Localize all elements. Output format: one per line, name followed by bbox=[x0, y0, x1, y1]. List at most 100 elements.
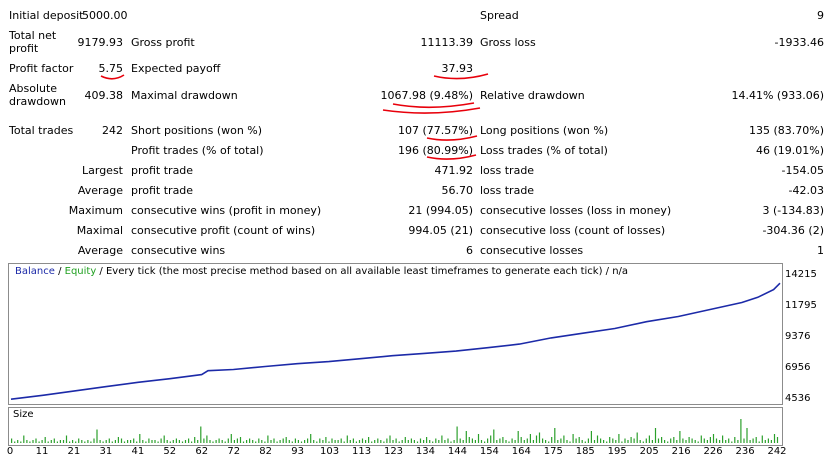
size-bar bbox=[368, 437, 370, 443]
size-bar bbox=[615, 440, 617, 443]
x-tick-label: 21 bbox=[67, 446, 81, 457]
size-bar bbox=[316, 441, 318, 443]
average-consecutive-label: Average bbox=[77, 244, 123, 257]
x-tick-label: 226 bbox=[703, 446, 723, 457]
size-bar bbox=[291, 441, 293, 443]
size-bar bbox=[337, 440, 339, 443]
size-bar bbox=[117, 437, 119, 443]
size-bar bbox=[474, 440, 476, 443]
expected-payoff-value: 37.93 bbox=[441, 62, 474, 75]
size-bar bbox=[752, 438, 754, 443]
size-bar bbox=[358, 440, 361, 443]
size-bar bbox=[734, 437, 736, 443]
size-bar bbox=[300, 441, 303, 443]
avg-cons-wins-value: 6 bbox=[466, 244, 473, 257]
size-bar bbox=[709, 437, 711, 443]
largest-loss-value: -154.05 bbox=[781, 164, 824, 177]
size-bar bbox=[673, 437, 675, 443]
size-bar bbox=[688, 437, 690, 443]
size-bar bbox=[740, 419, 742, 443]
size-bar bbox=[728, 438, 730, 443]
size-bar bbox=[285, 437, 287, 443]
size-bar bbox=[93, 438, 95, 443]
size-bar bbox=[581, 440, 583, 443]
size-bar bbox=[181, 441, 184, 443]
size-bar bbox=[169, 441, 171, 443]
y-tick-label: 9376 bbox=[785, 331, 811, 342]
size-bar bbox=[471, 438, 473, 443]
size-bar bbox=[17, 440, 19, 443]
profit-trades-label: Profit trades (% of total) bbox=[131, 144, 264, 157]
size-bar bbox=[743, 438, 745, 443]
size-bar bbox=[404, 437, 406, 443]
size-bar bbox=[172, 440, 174, 443]
avg-cons-losses-label: consecutive losses bbox=[480, 244, 584, 257]
maximal-cons-loss-value: -304.36 (2) bbox=[762, 224, 824, 237]
size-bar bbox=[239, 437, 242, 443]
size-bar bbox=[450, 441, 452, 443]
x-axis: 0 11 21 31 41 52 62 72 82 93 103 113 123 134 144 154 164… bbox=[0, 446, 835, 462]
size-bar bbox=[767, 438, 769, 443]
size-bar bbox=[252, 440, 254, 443]
short-positions-label: Short positions (won %) bbox=[131, 124, 263, 137]
size-bar bbox=[694, 440, 696, 443]
size-bar bbox=[423, 440, 425, 443]
x-tick-label: 103 bbox=[320, 446, 340, 457]
size-bar bbox=[87, 440, 89, 443]
size-bar bbox=[188, 438, 190, 443]
size-bar bbox=[416, 441, 419, 443]
size-bar bbox=[508, 441, 510, 443]
avg-cons-losses-value: 1 bbox=[817, 244, 824, 257]
average-loss-label: loss trade bbox=[480, 184, 535, 197]
size-bar bbox=[499, 438, 501, 443]
size-bar bbox=[194, 437, 196, 443]
size-bar bbox=[261, 440, 263, 443]
size-bar bbox=[157, 441, 159, 443]
size-bar bbox=[151, 440, 153, 443]
long-positions-label: Long positions (won %) bbox=[480, 124, 609, 137]
total-net-profit-label: Total net profit bbox=[9, 29, 57, 55]
size-bar bbox=[307, 438, 309, 443]
size-bar bbox=[139, 434, 141, 443]
size-bar bbox=[294, 438, 296, 443]
size-bar bbox=[75, 441, 77, 443]
size-bar bbox=[432, 441, 434, 443]
size-bar bbox=[191, 441, 193, 443]
size-bar bbox=[572, 434, 574, 443]
x-tick-label: 11 bbox=[35, 446, 49, 457]
size-bar bbox=[719, 440, 721, 443]
underline-maximal-drawdown-2 bbox=[382, 107, 481, 114]
size-bar bbox=[340, 438, 342, 443]
average-profit-label: profit trade bbox=[131, 184, 194, 197]
size-bar bbox=[72, 440, 74, 443]
max-cons-wins-value: 21 (994.05) bbox=[408, 204, 473, 217]
x-tick-label: 82 bbox=[259, 446, 273, 457]
size-bar bbox=[538, 432, 541, 443]
size-bar bbox=[279, 440, 281, 443]
size-bar bbox=[542, 438, 544, 443]
size-bar bbox=[349, 440, 351, 443]
size-bar bbox=[374, 440, 376, 443]
size-bar bbox=[447, 438, 449, 443]
x-tick-label: 164 bbox=[511, 446, 531, 457]
absolute-drawdown-value: 409.38 bbox=[84, 89, 124, 102]
size-bar bbox=[484, 441, 486, 443]
x-tick-label: 93 bbox=[291, 446, 304, 457]
size-bar bbox=[520, 437, 522, 443]
size-bar bbox=[664, 440, 666, 443]
size-bar bbox=[206, 435, 208, 443]
size-bar bbox=[535, 435, 538, 443]
size-bar bbox=[227, 438, 229, 443]
size-bar bbox=[389, 435, 391, 443]
profit-trades-value: 196 (80.99%) bbox=[397, 144, 473, 157]
size-bar bbox=[703, 438, 705, 443]
maximal-cons-profit-label: consecutive profit (count of wins) bbox=[131, 224, 316, 237]
size-bar bbox=[319, 438, 321, 443]
size-bar bbox=[429, 440, 431, 443]
chart-title: Balance / Equity / Every tick (the most … bbox=[15, 266, 628, 277]
total-trades-label: Total trades bbox=[9, 124, 74, 137]
size-bar bbox=[365, 440, 367, 443]
size-bar bbox=[255, 441, 257, 443]
size-bar bbox=[648, 435, 650, 443]
size-bar bbox=[108, 438, 110, 443]
